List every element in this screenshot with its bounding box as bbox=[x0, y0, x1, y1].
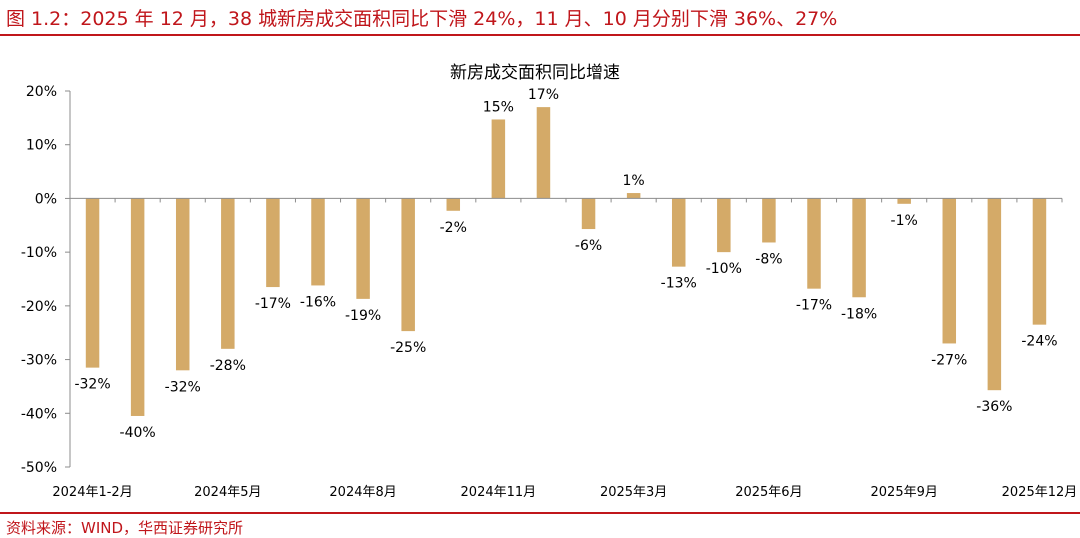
data-label: -10% bbox=[706, 261, 742, 277]
data-label: 15% bbox=[483, 99, 514, 115]
y-tick-label: -10% bbox=[21, 245, 57, 261]
data-label: -18% bbox=[841, 306, 877, 322]
x-tick-label: 2024年8月 bbox=[329, 485, 396, 500]
data-label: -17% bbox=[255, 296, 291, 312]
bar bbox=[130, 198, 145, 416]
y-tick-label: -40% bbox=[21, 406, 57, 422]
bar bbox=[581, 198, 596, 230]
data-label: -36% bbox=[976, 399, 1012, 415]
y-tick-label: 20% bbox=[26, 84, 57, 100]
data-label: 1% bbox=[623, 173, 645, 189]
bar bbox=[942, 198, 957, 344]
x-tick-label: 2025年6月 bbox=[735, 485, 802, 500]
bar bbox=[311, 198, 325, 286]
x-axis: 2024年1-2月 2024年5月 2024年8月 2024年11月 2025年3月 20… bbox=[52, 197, 1078, 500]
data-label: -17% bbox=[796, 298, 832, 314]
x-tick-label: 2025年3月 bbox=[600, 485, 667, 500]
data-label: -28% bbox=[210, 358, 246, 374]
bar bbox=[356, 198, 370, 299]
data-label: 17% bbox=[528, 87, 559, 103]
data-label: -32% bbox=[165, 379, 201, 395]
y-axis: 20% 10% 0% -10% -20% -30% -40% -50% bbox=[21, 84, 71, 476]
data-label: -19% bbox=[345, 308, 381, 324]
y-tick-label: -20% bbox=[21, 299, 57, 315]
data-label: -27% bbox=[931, 352, 967, 368]
bar bbox=[85, 198, 100, 368]
data-label: -6% bbox=[575, 238, 602, 254]
data-label: -24% bbox=[1021, 334, 1057, 350]
figure-footer: 资料来源：WIND，华西证券研究所 bbox=[0, 512, 1080, 537]
chart-title: 新房成交面积同比增速 bbox=[450, 63, 620, 83]
bar bbox=[762, 198, 776, 243]
bar bbox=[491, 119, 506, 199]
data-label: -13% bbox=[661, 276, 697, 292]
data-label: -32% bbox=[74, 377, 110, 393]
bar bbox=[671, 198, 686, 267]
figure-title: 图 1.2：2025 年 12 月，38 城新房成交面积同比下滑 24%，11 … bbox=[6, 8, 838, 30]
y-tick-label: 0% bbox=[35, 191, 57, 207]
bar bbox=[446, 198, 461, 211]
bar bbox=[221, 198, 235, 349]
figure-header: 图 1.2：2025 年 12 月，38 城新房成交面积同比下滑 24%，11 … bbox=[0, 0, 1080, 36]
bar bbox=[266, 198, 280, 288]
bar bbox=[536, 107, 551, 199]
y-tick-label: -30% bbox=[21, 353, 57, 369]
x-tick-label: 2025年9月 bbox=[871, 485, 938, 500]
source-note: 资料来源：WIND，华西证券研究所 bbox=[6, 519, 244, 537]
data-label: -2% bbox=[440, 220, 467, 236]
data-label: -16% bbox=[300, 294, 336, 310]
y-tick-label: 10% bbox=[26, 138, 57, 154]
bar bbox=[1032, 198, 1047, 325]
x-tick-label: 2024年1-2月 bbox=[52, 485, 132, 500]
data-label: -1% bbox=[891, 213, 918, 229]
x-tick-label: 2025年12月 bbox=[1002, 485, 1078, 500]
data-label: -25% bbox=[390, 340, 426, 356]
bar-chart: 新房成交面积同比增速 20%10%0%-10%-20%-30%-40%-50% … bbox=[21, 63, 1078, 500]
bar bbox=[807, 198, 821, 289]
x-tick-label: 2024年5月 bbox=[194, 485, 261, 500]
bar bbox=[897, 198, 911, 204]
bar bbox=[717, 198, 731, 253]
data-label: -8% bbox=[755, 251, 782, 267]
data-labels: -32% -40% -32% -28% -17% -16% -19% -25% -2% 15% 17… bbox=[74, 87, 1057, 441]
x-tick-label: 2024年11月 bbox=[461, 485, 537, 500]
bar bbox=[987, 198, 1002, 391]
y-tick-label: -50% bbox=[21, 460, 57, 476]
bar bbox=[401, 198, 415, 332]
bar bbox=[852, 198, 866, 298]
bars bbox=[85, 107, 1047, 416]
bar bbox=[175, 198, 190, 371]
bar bbox=[626, 193, 641, 199]
data-label: -40% bbox=[120, 425, 156, 441]
